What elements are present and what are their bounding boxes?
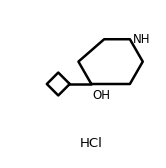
Text: OH: OH <box>92 89 110 102</box>
Text: HCl: HCl <box>80 137 103 150</box>
Text: NH: NH <box>133 33 150 46</box>
